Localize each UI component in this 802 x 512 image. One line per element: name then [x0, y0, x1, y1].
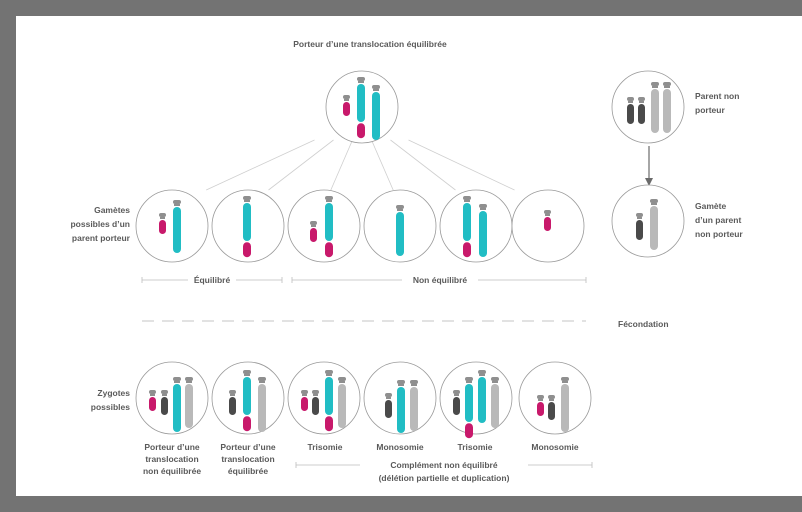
chromo-g3-b [325, 196, 333, 258]
gamete-parent-label-2: d’un parent [695, 215, 741, 225]
chromo-pgamete-2 [650, 199, 658, 250]
chromo-z6-b [548, 395, 555, 420]
chromo-pgamete-1 [636, 213, 643, 240]
chromo-parent-4 [663, 82, 671, 133]
connector-1 [206, 139, 315, 191]
gamete-parent-label-3: non porteur [695, 229, 743, 239]
chromo-z6-a [537, 395, 544, 416]
parent-label-1: Parent non [695, 91, 739, 101]
chromo-z3-c [325, 370, 333, 432]
gametes-label-3: parent porteur [72, 233, 131, 243]
fecondation-label: Fécondation [618, 319, 669, 329]
chromo-parent-1 [627, 97, 634, 124]
chromo-carrier-1 [343, 95, 350, 116]
connector-3 [330, 139, 353, 191]
chromo-z2-b [243, 370, 251, 432]
gametes-label-1: Gamètes [94, 205, 130, 215]
chromo-g5-a [463, 196, 471, 258]
connector-2 [268, 139, 334, 191]
cell-circles [135, 70, 685, 435]
zygote-caption-1c: non équilibrée [143, 466, 201, 476]
gamete-circle-3 [287, 189, 361, 263]
zygote-caption-2b: translocation [221, 454, 274, 464]
connector-6 [408, 139, 515, 191]
zygote-caption-3: Trisomie [308, 442, 343, 452]
chromo-g1-a [159, 213, 166, 234]
parent-circle [611, 70, 685, 144]
gamete-circle-5 [439, 189, 513, 263]
chromo-carrier-2 [357, 77, 365, 139]
zygote-circle-5 [439, 361, 513, 435]
carrier-title: Porteur d’une translocation équilibrée [293, 39, 447, 49]
complement-label-2: (délétion partielle et duplication) [379, 473, 510, 483]
chromo-g3-a [310, 221, 317, 242]
connector-5 [390, 139, 456, 191]
chromo-z1-d [185, 377, 193, 428]
connector-4 [371, 139, 394, 191]
chromo-z5-a [453, 390, 460, 415]
chromo-z4-b [397, 380, 405, 433]
chromo-z2-a [229, 390, 236, 415]
gamete-parent-label-1: Gamète [695, 201, 726, 211]
chromo-g1-b [173, 200, 181, 253]
zygote-caption-2a: Porteur d’une [220, 442, 276, 452]
zygote-caption-1b: translocation [145, 454, 198, 464]
zygote-caption-2c: équilibrée [228, 466, 268, 476]
chromo-z4-a [385, 393, 392, 418]
chromo-z1-c [173, 377, 181, 432]
chromo-z5-d [491, 377, 499, 428]
chromo-g5-b [479, 204, 487, 257]
parent-arrow [645, 146, 653, 186]
zygote-circle-3 [287, 361, 361, 435]
parent-gamete-circle [611, 184, 685, 258]
chromo-g4-a [396, 205, 404, 256]
chromo-z3-b [312, 390, 319, 415]
unbalanced-label: Non équilibré [413, 275, 468, 285]
chromo-g6-a [544, 210, 551, 231]
zygote-caption-4: Monosomie [376, 442, 423, 452]
gamete-circle-1 [135, 189, 209, 263]
gametes-label-2: possibles d’un [70, 219, 130, 229]
zygote-circle-6 [518, 361, 592, 435]
chromo-g2-a [243, 196, 251, 258]
balanced-label: Équilibré [194, 275, 231, 285]
chromo-carrier-3 [372, 85, 380, 140]
chromo-z2-c [258, 377, 266, 432]
zygotes-label-1: Zygotes [97, 388, 130, 398]
chromo-z6-c [561, 377, 569, 432]
chromo-z5-c [478, 370, 486, 423]
zygote-caption-6: Monosomie [531, 442, 578, 452]
chromo-z3-a [301, 390, 308, 411]
chromo-z1-b [161, 390, 168, 415]
zygote-caption-1a: Porteur d’une [144, 442, 200, 452]
bracket-lines [141, 277, 593, 468]
chromo-z4-c [410, 380, 418, 431]
chromo-parent-2 [638, 97, 645, 124]
parent-label-2: porteur [695, 105, 725, 115]
chromosomes [149, 77, 671, 439]
zygotes-label-2: possibles [91, 402, 130, 412]
zygote-circle-1 [135, 361, 209, 435]
complement-label-1: Complément non équilibré [390, 460, 497, 470]
chromo-z1-a [149, 390, 156, 411]
gamete-connectors [206, 139, 515, 191]
zygote-caption-5: Trisomie [458, 442, 493, 452]
chromo-parent-3 [651, 82, 659, 133]
chromo-z5-b [465, 377, 473, 439]
chromo-z3-d [338, 377, 346, 428]
